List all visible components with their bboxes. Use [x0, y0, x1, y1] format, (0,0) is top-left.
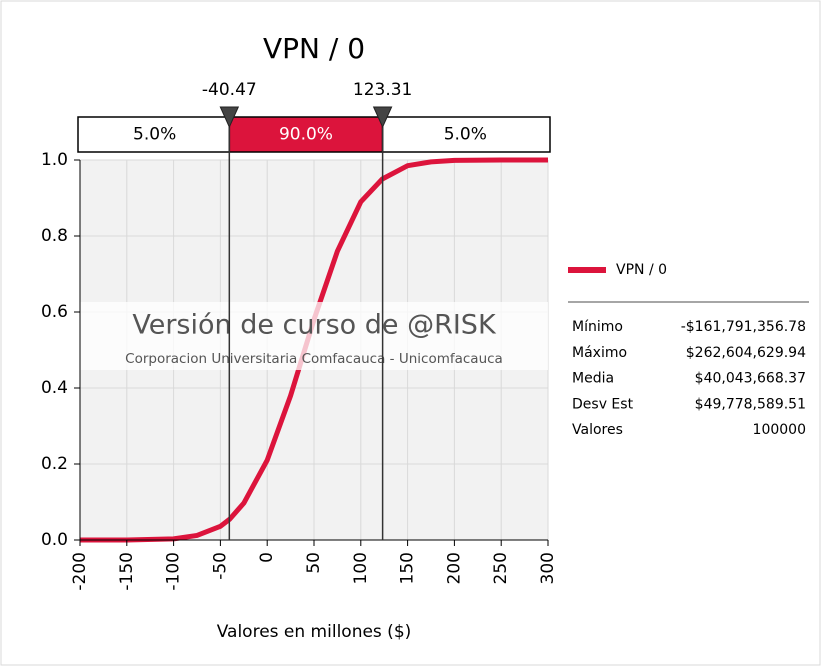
x-tick-label: 150 — [398, 552, 418, 584]
probability-label: 90.0% — [279, 125, 333, 145]
chart-title: VPN / 0 — [263, 32, 365, 65]
delimiter-label: 123.31 — [353, 80, 412, 100]
x-tick-label: 100 — [351, 552, 371, 584]
x-tick-label: 200 — [444, 552, 464, 584]
probability-label: 5.0% — [133, 125, 176, 145]
stat-name: Desv Est — [572, 396, 634, 412]
probability-band — [228, 116, 384, 153]
x-tick-label: -100 — [164, 552, 184, 591]
x-tick-label: 0 — [257, 552, 277, 563]
delimiter-marker — [372, 106, 393, 129]
watermark-title: Versión de curso de @RISK — [132, 310, 497, 341]
stat-value: $49,778,589.51 — [695, 396, 806, 412]
delimiter-marker — [219, 106, 240, 129]
y-tick-label: 0.6 — [41, 302, 68, 322]
stat-name: Valores — [572, 422, 623, 438]
y-tick-label: 0.8 — [41, 226, 68, 246]
probability-label: 5.0% — [444, 125, 487, 145]
stat-name: Media — [572, 371, 614, 387]
stat-value: -$161,791,356.78 — [681, 319, 806, 335]
stat-value: $262,604,629.94 — [686, 345, 806, 361]
stat-value: $40,043,668.37 — [695, 371, 806, 387]
x-axis-label: Valores en millones ($) — [217, 622, 412, 642]
x-tick-label: -50 — [210, 552, 230, 580]
delimiter-label: -40.47 — [202, 80, 257, 100]
legend-label: VPN / 0 — [616, 262, 667, 278]
x-tick-label: 50 — [304, 552, 324, 574]
y-tick-label: 0.0 — [41, 530, 68, 550]
stat-name: Máximo — [572, 345, 627, 361]
watermark-band — [80, 302, 548, 370]
stat-value: 100000 — [753, 422, 806, 438]
x-tick-label: 250 — [491, 552, 511, 584]
x-tick-label: 300 — [538, 552, 558, 584]
probability-band — [77, 116, 231, 153]
y-tick-label: 0.4 — [41, 378, 68, 398]
y-tick-label: 1.0 — [41, 150, 68, 170]
watermark-subtitle: Corporacion Universitaria Comfacauca - U… — [125, 351, 503, 367]
x-tick-label: -200 — [70, 552, 90, 591]
probability-band — [381, 116, 551, 153]
x-tick-label: -150 — [117, 552, 137, 591]
stat-name: Mínimo — [572, 319, 623, 335]
y-tick-label: 0.2 — [41, 454, 68, 474]
